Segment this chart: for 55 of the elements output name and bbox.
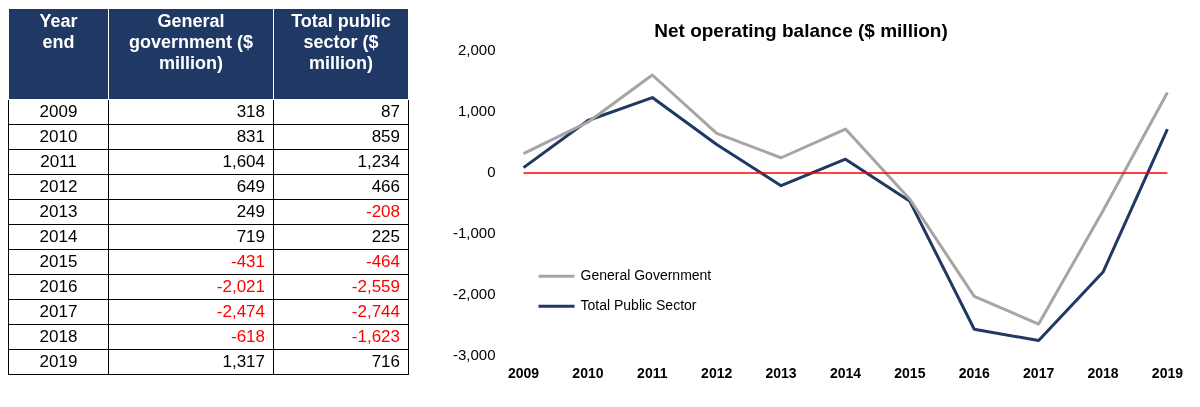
text: 2015 [8, 249, 109, 275]
text: -2,744 [273, 299, 409, 325]
chart-title: Net operating balance ($ million) [654, 19, 948, 41]
x-tick-label: 2013 [765, 365, 797, 382]
x-tick-label: 2009 [507, 365, 540, 382]
text: Year end [8, 8, 109, 100]
text: 1,317 [108, 349, 274, 375]
text: -2,021 [108, 274, 274, 300]
text: 719 [108, 224, 274, 250]
text: -2,474 [108, 299, 274, 325]
text: 1,604 [108, 149, 274, 175]
x-tick-label: 2019 [1151, 365, 1184, 382]
legend-label: Total Public Sector [580, 297, 697, 314]
y-tick-label: 1,000 [457, 102, 496, 120]
text: -464 [273, 249, 409, 275]
text: 2011 [8, 149, 109, 175]
x-tick-label: 2010 [572, 365, 604, 382]
text: 249 [108, 199, 274, 225]
text: General government ($ million) [108, 8, 274, 100]
y-tick-label: -1,000 [452, 224, 496, 242]
x-tick-label: 2012 [701, 365, 733, 382]
text: 2013 [8, 199, 109, 225]
text: 2014 [8, 224, 109, 250]
text: 2018 [8, 324, 109, 350]
text: 466 [273, 174, 409, 200]
x-tick-label: 2011 [637, 365, 668, 382]
text: -208 [273, 199, 409, 225]
text: 831 [108, 124, 274, 150]
text: 87 [273, 99, 409, 125]
text: 2009 [8, 99, 109, 125]
x-tick-label: 2015 [894, 365, 926, 382]
text: 225 [273, 224, 409, 250]
text: 2017 [8, 299, 109, 325]
text: 1,234 [273, 149, 409, 175]
y-tick-label: 0 [487, 163, 496, 181]
text: 649 [108, 174, 274, 200]
x-tick-label: 2017 [1023, 365, 1055, 382]
text: -2,559 [273, 274, 409, 300]
text: 716 [273, 349, 409, 375]
text: 318 [108, 99, 274, 125]
text: 2012 [8, 174, 109, 200]
text: Total public sector ($ million) [273, 8, 409, 100]
x-tick-label: 2014 [829, 365, 862, 382]
text: 859 [273, 124, 409, 150]
text: -431 [108, 249, 274, 275]
x-tick-label: 2018 [1087, 365, 1119, 382]
text: -618 [108, 324, 274, 350]
text: -1,623 [273, 324, 409, 350]
y-tick-label: 2,000 [457, 40, 496, 58]
text: 2016 [8, 274, 109, 300]
x-tick-label: 2016 [958, 365, 991, 382]
legend-label: General Government [580, 267, 712, 284]
text: 2010 [8, 124, 109, 150]
y-tick-label: -2,000 [452, 285, 496, 303]
y-tick-label: -3,000 [452, 346, 496, 364]
